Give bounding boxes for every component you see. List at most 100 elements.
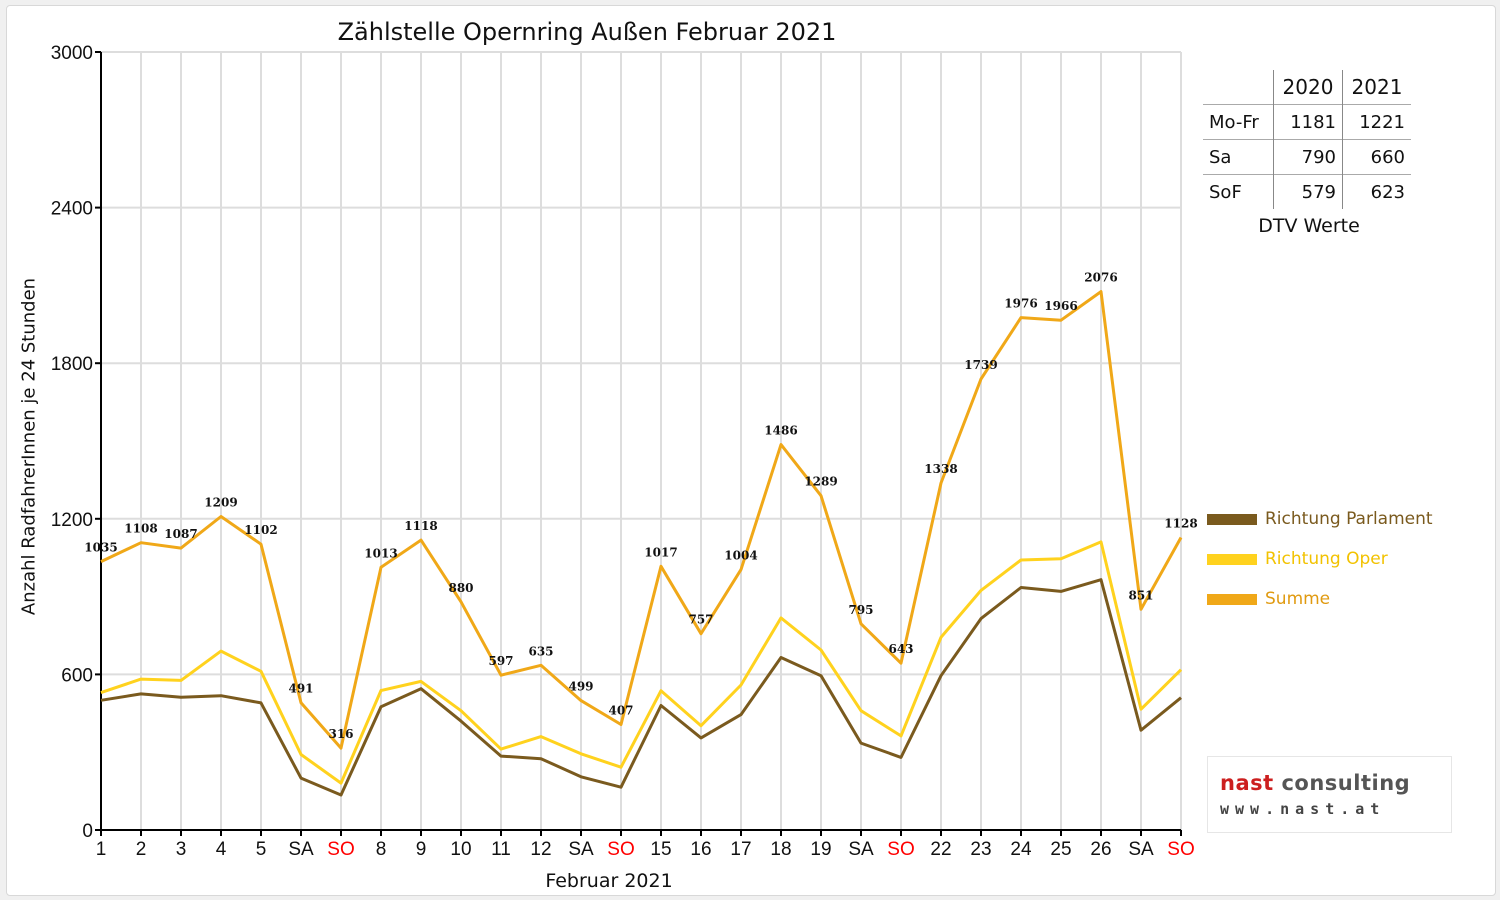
y-tick-label: 1800 — [51, 354, 93, 375]
x-tick-label: 2 — [136, 839, 147, 860]
dtv-header-2021: 2021 — [1351, 75, 1403, 99]
legend: Richtung Parlament Richtung Oper Summe — [1207, 499, 1433, 619]
data-label: 491 — [288, 682, 313, 696]
data-label: 1108 — [124, 522, 157, 536]
data-label: 757 — [688, 613, 713, 627]
x-tick-label: SO — [607, 839, 634, 860]
x-tick-label: 10 — [450, 839, 471, 860]
legend-label: Summe — [1265, 589, 1331, 609]
x-tick-label: 18 — [770, 839, 791, 860]
data-label: 1966 — [1044, 299, 1077, 313]
x-tick-label: 5 — [256, 839, 267, 860]
x-tick-label: 19 — [810, 839, 831, 860]
x-tick-label: 1 — [96, 839, 107, 860]
data-label: 407 — [608, 703, 633, 717]
dtv-header-empty — [1203, 70, 1274, 105]
dtv-header-row: 2020 2021 — [1203, 70, 1411, 105]
data-label: 880 — [448, 581, 473, 595]
dtv-value-2020: 579 — [1273, 174, 1343, 209]
data-label: 1035 — [84, 541, 117, 555]
data-label: 499 — [568, 680, 593, 694]
dtv-value-2021: 660 — [1342, 139, 1411, 175]
dtv-header-2020: 2020 — [1273, 70, 1343, 105]
dtv-row: Mo-Fr 1181 1221 — [1203, 104, 1411, 140]
x-tick-label: SA — [1128, 839, 1154, 860]
dtv-caption: DTV Werte — [1258, 215, 1360, 237]
x-tick-label: SA — [288, 839, 314, 860]
logo-name-part1: nast — [1220, 771, 1274, 795]
dtv-row-label: Sa — [1203, 139, 1274, 175]
logo-url: www.nast.at — [1220, 800, 1386, 818]
x-tick-label: 24 — [1010, 839, 1032, 860]
x-tick-label: 17 — [730, 839, 751, 860]
y-tick-label: 600 — [61, 665, 93, 686]
legend-swatch — [1207, 513, 1257, 525]
x-tick-label: 9 — [416, 839, 427, 860]
company-logo: nast consulting www.nast.at — [1207, 756, 1452, 833]
legend-item-oper: Richtung Oper — [1207, 539, 1433, 579]
x-tick-label: 26 — [1090, 839, 1111, 860]
x-tick-label: 25 — [1050, 839, 1071, 860]
x-tick-label: 3 — [176, 839, 187, 860]
x-tick-label: 16 — [690, 839, 711, 860]
data-label: 795 — [848, 603, 873, 617]
chart-frame: 0 600 1200 1800 2400 3000 1 2 3 4 5 SA SO 8 9 10 11 12 SA S… — [6, 5, 1496, 896]
data-label: 1118 — [404, 519, 437, 533]
legend-label: Richtung Parlament — [1265, 509, 1433, 529]
x-tick-label: SO — [887, 839, 914, 860]
y-tick-label: 2400 — [51, 199, 93, 220]
x-axis-label: Februar 2021 — [545, 870, 673, 892]
data-label: 1013 — [364, 546, 397, 560]
dtv-value-2021: 623 — [1342, 174, 1411, 209]
series-line-richtung-parlament — [100, 578, 1182, 797]
legend-swatch — [1207, 593, 1257, 605]
logo-name: nast consulting — [1220, 771, 1410, 795]
grid — [101, 51, 1182, 830]
x-tick-label: 15 — [650, 839, 671, 860]
logo-name-part2: consulting — [1273, 771, 1411, 795]
x-tick-label: SO — [1167, 839, 1194, 860]
legend-label: Richtung Oper — [1265, 549, 1388, 569]
dtv-row-label: Mo-Fr — [1203, 104, 1274, 140]
data-label: 316 — [328, 727, 353, 741]
x-tick-label: 11 — [491, 839, 511, 860]
series-line-richtung-oper — [100, 540, 1183, 785]
x-tick-label: SO — [327, 839, 354, 860]
series-lines — [100, 290, 1183, 797]
series-line-summe — [100, 290, 1183, 750]
data-label: 635 — [528, 644, 553, 658]
dtv-table: 2020 2021 Mo-Fr 1181 1221 Sa 790 660 SoF… — [1203, 70, 1411, 209]
data-label: 1739 — [964, 358, 997, 372]
dtv-value-2020: 790 — [1273, 139, 1343, 175]
chart-title: Zählstelle Opernring Außen Februar 2021 — [337, 18, 837, 46]
data-label: 1087 — [164, 527, 197, 541]
data-label: 1486 — [764, 424, 797, 438]
x-tick-label: 4 — [216, 839, 227, 860]
data-label: 851 — [1128, 588, 1153, 602]
y-axis-label: Anzahl RadfahrerInnen je 24 Stunden — [18, 277, 40, 616]
dtv-value-2020: 1181 — [1273, 104, 1343, 140]
x-tick-label: SA — [848, 839, 874, 860]
legend-swatch — [1207, 553, 1257, 565]
data-labels: 1035 1108 1087 1209 1102 491 316 1013 1118 880 597… — [84, 271, 1197, 741]
x-tick-label: 12 — [530, 839, 551, 860]
legend-item-summe: Summe — [1207, 579, 1433, 619]
y-tick-label: 0 — [82, 821, 93, 842]
data-label: 1004 — [724, 549, 757, 563]
dtv-value-2021: 1221 — [1342, 104, 1411, 140]
data-label: 1102 — [244, 523, 277, 537]
data-label: 1017 — [644, 545, 677, 559]
legend-item-parlament: Richtung Parlament — [1207, 499, 1433, 539]
y-tick-label: 1200 — [51, 510, 93, 531]
dtv-row: Sa 790 660 — [1203, 139, 1411, 175]
data-label: 1209 — [204, 495, 237, 509]
data-label: 2076 — [1084, 271, 1117, 285]
x-tick-label: 22 — [930, 839, 951, 860]
data-label: 1289 — [804, 475, 837, 489]
data-label: 1128 — [1164, 516, 1197, 530]
y-tick-label: 3000 — [51, 43, 93, 64]
data-label: 643 — [888, 642, 913, 656]
x-tick-label: 23 — [970, 839, 991, 860]
